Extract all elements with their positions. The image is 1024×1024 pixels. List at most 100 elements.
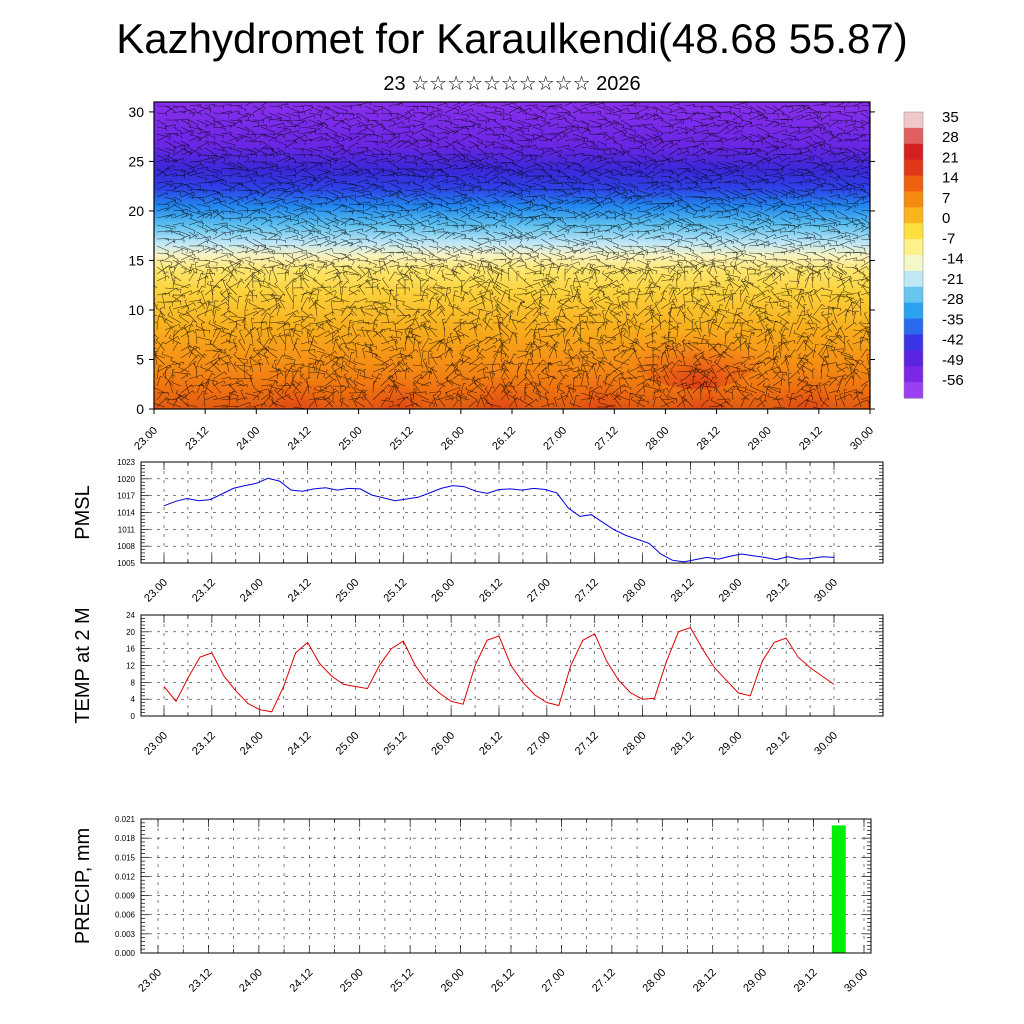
x-tick-label: 27.12 <box>590 967 618 995</box>
x-tick-label: 28.00 <box>621 730 649 758</box>
x-tick-label: 28.12 <box>669 577 697 605</box>
y-tick-label: 0 <box>136 401 144 417</box>
x-tick-label: 26.00 <box>429 730 457 758</box>
colorbar-label: -28 <box>942 291 964 308</box>
x-tick-label: 24.12 <box>287 967 315 995</box>
colorbar-label: -49 <box>942 352 964 369</box>
y-tick-label: 12 <box>126 662 135 671</box>
x-tick-label: 24.00 <box>238 577 266 605</box>
colorbar-label: 28 <box>942 129 959 146</box>
panel-frame <box>140 614 884 717</box>
colorbar-cell <box>904 334 923 351</box>
pmsl-panel: 1005 1008 1011 1014 1017 1020 1023 23.00 23.12 24… <box>72 458 884 605</box>
colorbar-cell <box>904 302 923 320</box>
y-tick-label: 0.015 <box>115 853 136 862</box>
y-tick-label: 0.000 <box>115 949 136 958</box>
x-tick-label: 29.12 <box>797 425 825 453</box>
panel-frame <box>140 461 884 564</box>
y-tick-label: 0.018 <box>115 834 136 843</box>
colorbar-label: -56 <box>942 372 964 389</box>
x-tick-label: 29.00 <box>741 967 769 995</box>
x-tick-label: 23.12 <box>187 967 215 995</box>
x-tick-label: 28.00 <box>621 577 649 605</box>
colorbar-cell <box>904 143 923 161</box>
y-tick-label: 1011 <box>118 525 136 534</box>
colorbar-cell <box>904 127 923 145</box>
colorbar-label: -14 <box>942 251 964 268</box>
colorbar-cell <box>904 159 923 177</box>
temp-series-line <box>163 626 835 713</box>
x-tick-label: 27.12 <box>573 730 601 758</box>
x-tick-label: 24.12 <box>286 577 314 605</box>
colorbar-cell <box>904 366 923 383</box>
y-tick-label: 4 <box>131 695 136 704</box>
panel-bg <box>141 819 871 953</box>
colorbar-cell <box>904 255 923 272</box>
y-tick-label: 1017 <box>117 492 135 501</box>
x-tick-label: 27.12 <box>592 425 620 453</box>
y-tick-label: 16 <box>126 645 135 654</box>
x-tick-label: 30.00 <box>842 967 870 995</box>
colorbar-frame <box>903 111 924 399</box>
y-tick-label: 0.003 <box>115 930 136 939</box>
y-tick-label: 0 <box>131 712 136 721</box>
x-tick-label: 25.00 <box>338 967 366 995</box>
colorbar: 35 28 21 14 7 0 -7 -14 -21 -28 -35 -42 -49 -56 <box>903 109 964 399</box>
x-tick-label: 30.00 <box>848 425 876 453</box>
x-tick-label: 26.00 <box>429 577 457 605</box>
y-tick-label: 0.021 <box>115 815 136 824</box>
colorbar-label: -7 <box>942 230 955 247</box>
y-tick-label: 1005 <box>117 559 135 568</box>
precip-panel: 0.000 0.003 0.006 0.009 0.012 0.015 0.018 0.021… <box>72 815 872 995</box>
x-tick-label: 25.00 <box>334 730 362 758</box>
cross-section-panel: 0 5 10 15 20 25 30 23.00 23.12 24.00 24.12 25.00 25… <box>128 101 876 453</box>
x-tick-label: 26.00 <box>439 425 467 453</box>
colorbar-cell <box>904 191 923 208</box>
y-tick-label: 10 <box>128 302 144 318</box>
x-tick-label: 27.12 <box>573 577 601 605</box>
colorbar-cell <box>904 207 923 224</box>
x-tick-label: 25.12 <box>388 967 416 995</box>
x-tick-label: 29.12 <box>764 577 792 605</box>
colorbar-label: 14 <box>942 170 959 187</box>
colorbar-label: -35 <box>942 311 964 328</box>
page-title: Kazhydromet for Karaulkendi(48.68 55.87) <box>116 15 908 62</box>
x-tick-label: 23.00 <box>136 967 164 995</box>
y-tick-label: 1008 <box>117 542 135 551</box>
y-tick-label: 15 <box>128 252 144 268</box>
y-tick-label: 25 <box>128 153 144 169</box>
x-tick-label: 24.12 <box>286 425 314 453</box>
colorbar-label: 7 <box>942 190 950 207</box>
y-tick-label: 0.009 <box>115 892 136 901</box>
x-tick-label: 27.00 <box>541 425 569 453</box>
x-tick-label: 23.00 <box>132 425 160 453</box>
x-tick-label: 28.12 <box>691 967 719 995</box>
x-tick-label: 27.00 <box>525 730 553 758</box>
temp-panel: 0 4 8 12 16 20 24 23.00 23.12 24.00 24.12 25.00 25.1… <box>72 607 884 758</box>
y-tick-label: 8 <box>131 678 136 687</box>
y-axis-title: PMSL <box>72 485 94 539</box>
x-tick-label: 23.00 <box>142 730 170 758</box>
x-tick-label: 30.00 <box>812 577 840 605</box>
x-tick-label: 28.00 <box>644 425 672 453</box>
x-tick-label: 29.00 <box>716 577 744 605</box>
y-tick-label: 0.006 <box>115 911 136 920</box>
x-tick-label: 27.00 <box>540 967 568 995</box>
x-tick-label: 23.12 <box>190 577 218 605</box>
colorbar-label: 21 <box>942 149 959 166</box>
pmsl-series-line <box>163 477 835 563</box>
x-tick-label: 29.12 <box>792 967 820 995</box>
x-tick-label: 26.12 <box>477 730 505 758</box>
x-tick-label: 25.00 <box>334 577 362 605</box>
x-tick-label: 23.00 <box>142 577 170 605</box>
y-tick-label: 5 <box>136 351 144 367</box>
x-tick-label: 26.12 <box>490 425 518 453</box>
x-tick-label: 24.00 <box>234 425 262 453</box>
colorbar-label: 0 <box>942 210 950 227</box>
y-axis-title: PRECIP, mm <box>72 828 94 944</box>
colorbar-cell <box>904 350 923 367</box>
y-tick-label: 24 <box>126 611 135 620</box>
colorbar-cell <box>904 270 923 288</box>
y-tick-label: 20 <box>128 203 144 219</box>
x-tick-label: 24.00 <box>238 730 266 758</box>
